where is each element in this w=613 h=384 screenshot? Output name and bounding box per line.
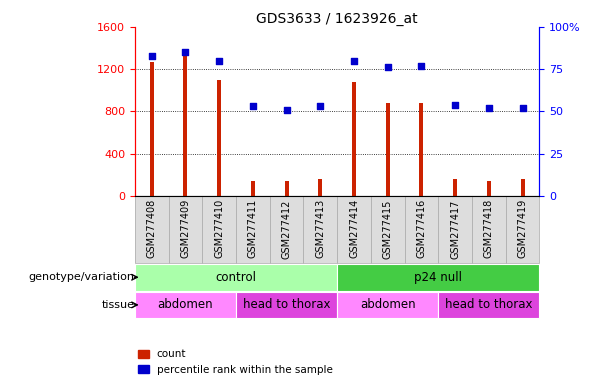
Point (517, 105, 527, 111)
Text: GSM277408: GSM277408 (147, 199, 157, 258)
Title: GDS3633 / 1623926_at: GDS3633 / 1623926_at (256, 12, 418, 26)
Point (417, 63, 427, 69)
Legend: count, percentile rank within the sample: count, percentile rank within the sample (134, 345, 337, 379)
Point (484, 105, 494, 111)
Point (451, 101, 460, 108)
FancyBboxPatch shape (337, 291, 438, 318)
FancyBboxPatch shape (438, 196, 472, 263)
Text: tissue: tissue (102, 300, 135, 310)
FancyBboxPatch shape (236, 196, 270, 263)
Point (282, 107, 292, 113)
Bar (453, 179, 457, 196)
Text: genotype/variation: genotype/variation (29, 272, 135, 282)
Text: GSM277412: GSM277412 (281, 199, 292, 258)
Text: GSM277410: GSM277410 (214, 199, 224, 258)
Text: GSM277409: GSM277409 (180, 199, 191, 258)
Point (248, 103, 258, 109)
Text: control: control (216, 271, 256, 284)
Text: p24 null: p24 null (414, 271, 462, 284)
FancyBboxPatch shape (303, 196, 337, 263)
Point (215, 58, 224, 64)
Point (349, 58, 359, 64)
Text: GSM277417: GSM277417 (450, 199, 460, 258)
Bar (487, 181, 491, 196)
Text: abdomen: abdomen (158, 298, 213, 311)
Bar (183, 50, 188, 196)
Bar (352, 82, 356, 196)
Bar (386, 103, 390, 196)
FancyBboxPatch shape (405, 196, 438, 263)
FancyBboxPatch shape (438, 291, 539, 318)
FancyBboxPatch shape (506, 196, 539, 263)
Text: GSM277414: GSM277414 (349, 199, 359, 258)
Bar (318, 179, 322, 196)
Bar (251, 180, 255, 196)
Bar (520, 179, 525, 196)
Bar (150, 62, 154, 196)
Bar (217, 80, 221, 196)
Point (316, 103, 326, 109)
FancyBboxPatch shape (371, 196, 405, 263)
FancyBboxPatch shape (270, 196, 303, 263)
Bar (419, 103, 424, 196)
Text: GSM277415: GSM277415 (383, 199, 393, 258)
Text: GSM277413: GSM277413 (315, 199, 326, 258)
FancyBboxPatch shape (135, 291, 236, 318)
FancyBboxPatch shape (202, 196, 236, 263)
Text: GSM277418: GSM277418 (484, 199, 494, 258)
Text: head to thorax: head to thorax (445, 298, 533, 311)
FancyBboxPatch shape (135, 196, 169, 263)
Text: GSM277419: GSM277419 (517, 199, 528, 258)
FancyBboxPatch shape (135, 264, 337, 291)
FancyBboxPatch shape (236, 291, 337, 318)
Point (147, 53, 157, 59)
Bar (284, 181, 289, 196)
FancyBboxPatch shape (337, 196, 371, 263)
Point (181, 49, 191, 55)
Text: GSM277411: GSM277411 (248, 199, 258, 258)
FancyBboxPatch shape (169, 196, 202, 263)
Text: abdomen: abdomen (360, 298, 416, 311)
FancyBboxPatch shape (337, 264, 539, 291)
FancyBboxPatch shape (135, 196, 539, 263)
Text: GSM277416: GSM277416 (416, 199, 427, 258)
Text: head to thorax: head to thorax (243, 298, 330, 311)
FancyBboxPatch shape (472, 196, 506, 263)
Point (383, 65, 393, 71)
